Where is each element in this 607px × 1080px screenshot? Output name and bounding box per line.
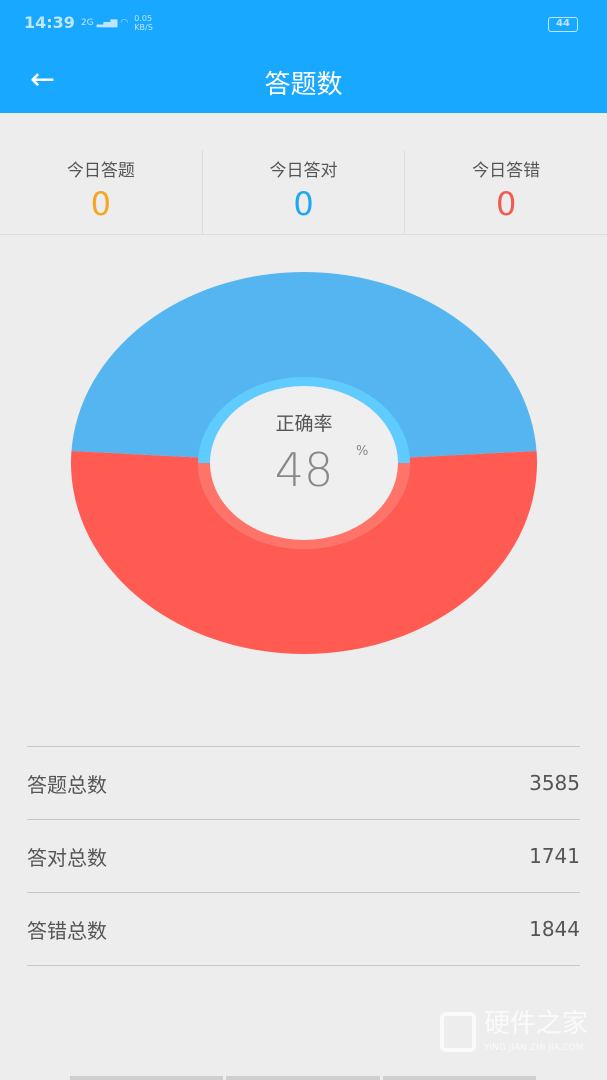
bottom-bar	[70, 1076, 536, 1080]
total-label: 答错总数	[27, 918, 107, 943]
stat-label: 今日答对	[269, 161, 338, 181]
today-stats: 今日答题 0 今日答对 0 今日答错 0	[0, 150, 607, 234]
status-bar: 14:39 2G ▂▄▆ ◠ 0.05 KB/S 44	[0, 0, 607, 50]
stat-value: 0	[293, 185, 314, 223]
status-time: 14:39	[24, 13, 75, 32]
total-value: 1741	[529, 844, 580, 868]
battery-icon: 44	[548, 17, 578, 32]
pie-slice-correct	[71, 271, 537, 463]
stat-value: 0	[90, 185, 112, 223]
signal-icon: 2G ▂▄▆ ◠	[81, 18, 128, 28]
signal-bars-icon: ▂▄▆	[96, 17, 118, 28]
watermark-en: YING JIAN ZHI JIA.COM	[484, 1043, 584, 1053]
net-speed-unit: KB/S	[134, 22, 153, 32]
bottom-tab[interactable]	[382, 1076, 536, 1080]
total-label: 答题总数	[27, 772, 107, 797]
app-header: ← 答题数	[0, 50, 607, 113]
page-title: 答题数	[264, 70, 343, 100]
accuracy-value: 48	[275, 443, 334, 497]
divider	[0, 234, 607, 235]
stat-today-wrong: 今日答错 0	[405, 150, 607, 234]
total-label: 答对总数	[27, 845, 107, 870]
center-disc	[210, 386, 398, 540]
total-value: 3585	[529, 771, 580, 795]
stat-label: 今日答题	[66, 161, 135, 181]
accuracy-pie-chart: 正确率 48 %	[71, 271, 537, 654]
net-speed-value: 0.05	[134, 13, 153, 23]
list-item: 答题总数 3585	[27, 747, 580, 820]
stat-label: 今日答错	[472, 161, 541, 181]
watermark-cn: 硬件之家	[484, 1009, 589, 1039]
center-label: 正确率	[275, 413, 332, 435]
status-left: 14:39 2G ▂▄▆ ◠ 0.05 KB/S	[24, 13, 153, 32]
watermark-logo-icon	[440, 1012, 476, 1052]
bottom-tab[interactable]	[226, 1076, 380, 1080]
stat-today-answered: 今日答题 0	[0, 150, 203, 234]
bottom-tab[interactable]	[70, 1076, 224, 1080]
pie-slice-wrong	[71, 451, 537, 654]
list-item: 答对总数 1741	[27, 820, 580, 893]
percent-unit: %	[356, 444, 368, 459]
total-value: 1844	[529, 917, 580, 941]
wifi-icon: ◠	[120, 17, 129, 28]
list-item: 答错总数 1844	[27, 893, 580, 966]
stat-value: 0	[496, 185, 517, 223]
net-speed: 0.05 KB/S	[134, 14, 153, 32]
watermark-text: 硬件之家 YING JIAN ZHI JIA.COM	[484, 1008, 588, 1054]
totals-list: 答题总数 3585 答对总数 1741 答错总数 1844	[27, 746, 580, 966]
arrow-left-icon[interactable]: ←	[30, 62, 56, 97]
signal-label: 2G	[80, 17, 94, 28]
stat-today-correct: 今日答对 0	[203, 150, 406, 234]
watermark: 硬件之家 YING JIAN ZHI JIA.COM	[440, 1008, 588, 1054]
